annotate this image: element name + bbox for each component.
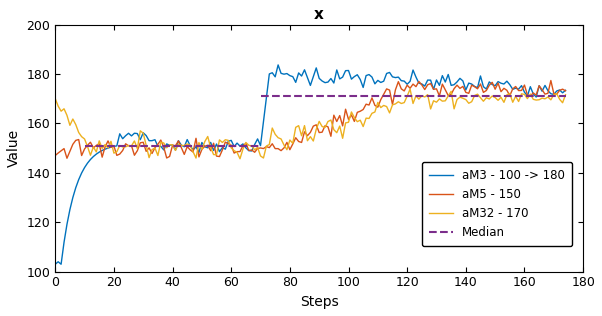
aM5 - 150 bbox=[201, 144, 208, 148]
aM3 - 100 -> 180 bbox=[389, 75, 396, 79]
Line: aM3 - 100 -> 180: aM3 - 100 -> 180 bbox=[55, 65, 565, 264]
aM3 - 100 -> 180 bbox=[93, 152, 100, 156]
aM5 - 150 bbox=[52, 154, 59, 157]
aM32 - 170 bbox=[562, 93, 569, 97]
Y-axis label: Value: Value bbox=[7, 129, 21, 167]
Line: aM32 - 170: aM32 - 170 bbox=[55, 89, 565, 159]
Median bbox=[257, 94, 264, 98]
aM32 - 170 bbox=[237, 157, 244, 161]
aM3 - 100 -> 180 bbox=[52, 262, 59, 266]
aM5 - 150 bbox=[234, 150, 241, 154]
aM5 - 150 bbox=[562, 89, 569, 93]
aM5 - 150 bbox=[486, 83, 493, 87]
aM32 - 170 bbox=[436, 97, 443, 101]
Line: Median: Median bbox=[84, 96, 565, 146]
aM3 - 100 -> 180 bbox=[486, 80, 493, 84]
aM32 - 170 bbox=[198, 148, 205, 151]
Median bbox=[81, 144, 88, 148]
Line: aM5 - 150: aM5 - 150 bbox=[55, 81, 565, 158]
Title: x: x bbox=[314, 7, 324, 22]
aM32 - 170 bbox=[231, 149, 238, 153]
aM3 - 100 -> 180 bbox=[231, 145, 238, 149]
aM5 - 150 bbox=[63, 156, 70, 160]
Legend: aM3 - 100 -> 180, aM5 - 150, aM32 - 170, Median: aM3 - 100 -> 180, aM5 - 150, aM32 - 170,… bbox=[422, 162, 572, 246]
aM3 - 100 -> 180 bbox=[198, 141, 205, 144]
aM5 - 150 bbox=[547, 79, 554, 82]
aM3 - 100 -> 180 bbox=[433, 78, 440, 82]
aM5 - 150 bbox=[389, 103, 396, 106]
aM3 - 100 -> 180 bbox=[275, 63, 282, 67]
aM32 - 170 bbox=[389, 103, 396, 107]
aM5 - 150 bbox=[433, 87, 440, 91]
aM5 - 150 bbox=[96, 142, 103, 146]
aM32 - 170 bbox=[52, 97, 59, 100]
aM32 - 170 bbox=[489, 94, 496, 98]
Median bbox=[257, 144, 264, 148]
X-axis label: Steps: Steps bbox=[300, 295, 338, 309]
aM32 - 170 bbox=[406, 87, 414, 91]
aM3 - 100 -> 180 bbox=[562, 88, 569, 92]
Median bbox=[562, 94, 569, 98]
aM32 - 170 bbox=[93, 150, 100, 154]
